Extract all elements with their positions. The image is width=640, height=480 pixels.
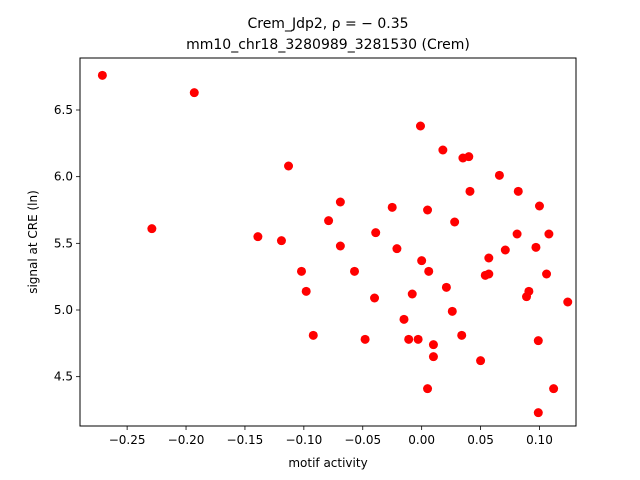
plot-area [97, 70, 573, 418]
chart-title-line1: Crem_Jdp2, ρ = − 0.35 [247, 16, 408, 32]
y-tick-label: 4.5 [54, 370, 73, 384]
x-tick-label: −0.20 [168, 433, 205, 447]
data-point [542, 269, 552, 279]
x-tick-label: 0.00 [408, 433, 435, 447]
data-point [296, 266, 306, 276]
x-tick-label: 0.10 [526, 433, 553, 447]
data-point [544, 229, 554, 239]
data-point [513, 186, 523, 196]
y-tick-label: 6.5 [54, 103, 73, 117]
data-point [549, 384, 559, 394]
data-point [387, 202, 397, 212]
x-tick-label: −0.05 [344, 433, 381, 447]
data-point [335, 197, 345, 207]
data-point [371, 228, 381, 238]
data-point [370, 293, 380, 303]
data-point [494, 170, 504, 180]
data-point [350, 266, 360, 276]
data-point [438, 145, 448, 155]
data-point [423, 205, 433, 215]
data-point [428, 340, 438, 350]
data-point [441, 282, 451, 292]
data-point [284, 161, 294, 171]
data-point [563, 297, 573, 307]
data-point [464, 152, 474, 162]
x-axis: −0.25 −0.20 −0.15 −0.10 −0.05 0.00 0.05 0.10 [109, 426, 553, 447]
data-point [147, 224, 157, 234]
data-point [189, 88, 199, 98]
x-tick-label: −0.25 [109, 433, 146, 447]
x-tick-label: −0.10 [285, 433, 322, 447]
data-point [533, 336, 543, 346]
chart-title-line2: mm10_chr18_3280989_3281530 (Crem) [186, 37, 470, 53]
y-tick-label: 6.0 [54, 170, 73, 184]
y-tick-label: 5.0 [54, 303, 73, 317]
data-point [428, 352, 438, 362]
data-point [500, 245, 510, 255]
data-point [484, 253, 494, 263]
data-point [253, 232, 263, 242]
y-axis-label: signal at CRE (ln) [26, 190, 40, 294]
data-point [413, 334, 423, 344]
data-point [407, 289, 417, 299]
data-point [447, 306, 457, 316]
y-axis: 4.5 5.0 5.5 6.0 6.5 [54, 103, 80, 384]
data-point [424, 266, 434, 276]
data-point [276, 236, 286, 246]
x-tick-label: 0.05 [467, 433, 494, 447]
data-point [531, 242, 541, 252]
data-point [533, 408, 543, 418]
data-point [417, 256, 427, 266]
data-point [404, 334, 414, 344]
data-point [457, 330, 467, 340]
x-tick-label: −0.15 [227, 433, 264, 447]
data-point [450, 217, 460, 227]
data-point [484, 269, 494, 279]
data-point [476, 356, 486, 366]
data-point [308, 330, 318, 340]
data-point [399, 314, 409, 324]
data-point [392, 244, 402, 254]
data-point [415, 121, 425, 131]
data-point [324, 216, 334, 226]
data-point [335, 241, 345, 251]
data-point [512, 229, 522, 239]
y-tick-label: 5.5 [54, 236, 73, 250]
data-point [465, 186, 475, 196]
data-point [423, 384, 433, 394]
data-point [97, 70, 107, 80]
data-point [301, 286, 311, 296]
data-point [360, 334, 370, 344]
data-point [534, 201, 544, 211]
x-axis-label: motif activity [288, 456, 367, 470]
axes-frame [79, 57, 577, 427]
data-point [524, 286, 534, 296]
